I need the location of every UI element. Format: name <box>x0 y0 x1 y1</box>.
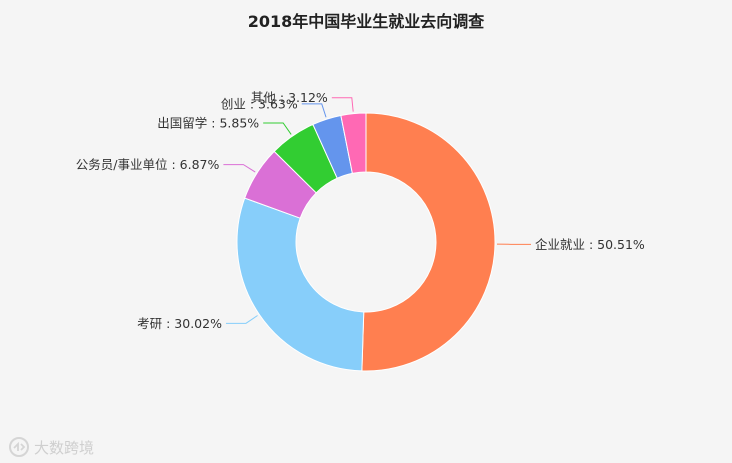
leader-line-4 <box>301 103 327 118</box>
leader-line-2 <box>223 164 256 173</box>
slice-0[interactable] <box>361 112 496 372</box>
label-leader-lines <box>223 97 531 324</box>
leader-line-1 <box>225 315 258 324</box>
watermark: 大数跨境 <box>8 436 94 458</box>
slice-label-5: 其他 : 3.12% <box>251 90 328 105</box>
watermark-text: 大数跨境 <box>34 438 95 457</box>
slice-labels: 企业就业 : 50.51% 考研 : 30.02% 公务员/事业单位 : 6.87%… <box>76 90 645 331</box>
watermark-logo-icon <box>9 437 29 457</box>
chart-title: 2018年中国毕业生就业去向调查 <box>248 12 485 31</box>
leader-line-5 <box>331 97 354 112</box>
slice-label-2: 公务员/事业单位 : 6.87% <box>76 157 220 172</box>
slice-5[interactable] <box>340 112 367 174</box>
leader-line-3 <box>263 122 292 135</box>
slice-label-3: 出国留学 : 5.85% <box>157 115 259 130</box>
slice-label-4: 创业 : 3.63% <box>221 96 298 111</box>
slice-label-1: 考研 : 30.02% <box>137 316 222 331</box>
donut-slices <box>236 112 496 372</box>
slice-1[interactable] <box>236 197 365 372</box>
slice-label-0: 企业就业 : 50.51% <box>535 237 645 252</box>
